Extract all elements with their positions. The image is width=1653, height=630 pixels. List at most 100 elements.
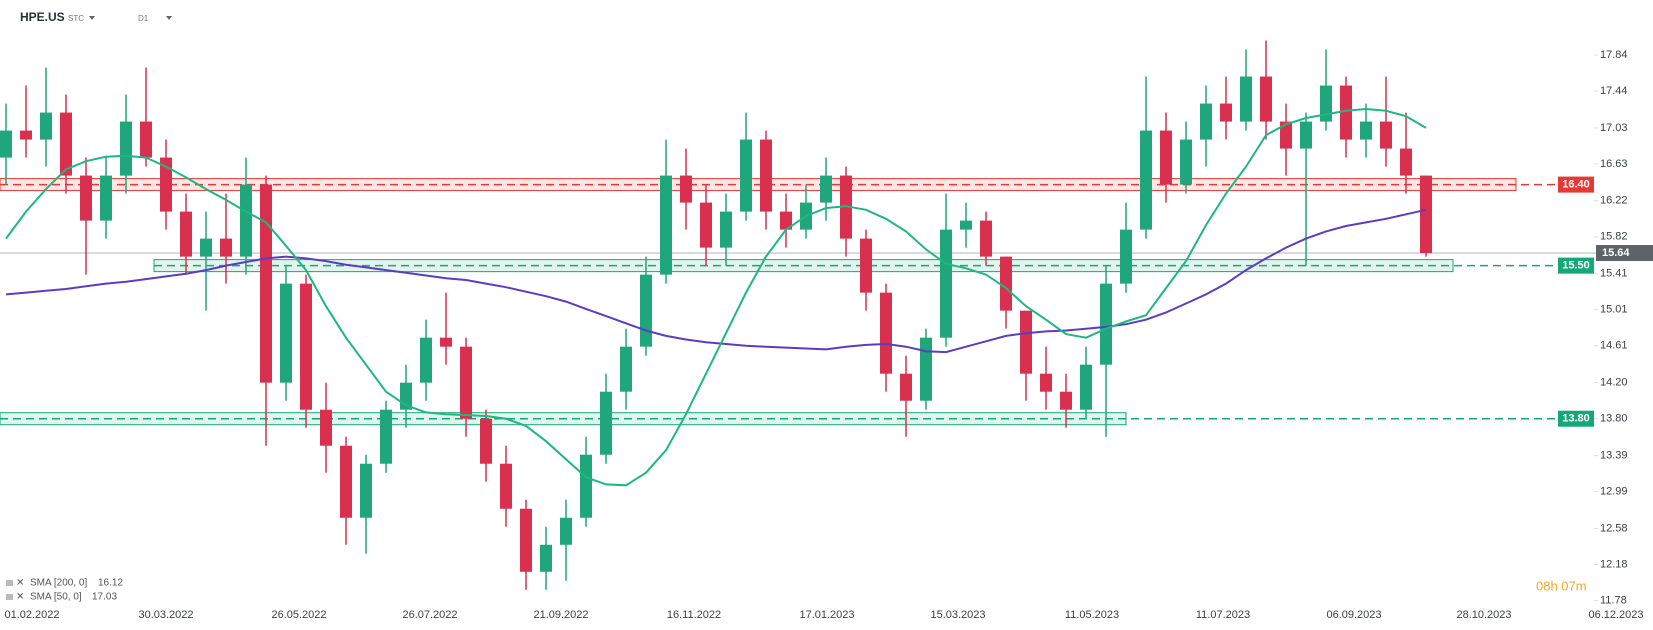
legend-close[interactable]: ✕ bbox=[16, 592, 24, 603]
interval[interactable]: D1 bbox=[138, 14, 149, 23]
candle-body bbox=[1360, 121, 1372, 140]
level-label: 16.40 bbox=[1562, 178, 1590, 190]
y-tick-label: 13.80 bbox=[1600, 413, 1628, 425]
candle-body bbox=[1020, 310, 1032, 374]
y-tick-label: 15.41 bbox=[1600, 268, 1628, 280]
candle-body bbox=[1040, 373, 1052, 392]
candle-body bbox=[0, 130, 12, 158]
y-tick-label: 17.84 bbox=[1600, 49, 1628, 61]
x-tick-label: 26.07.2022 bbox=[402, 609, 457, 621]
x-tick-label: 15.03.2023 bbox=[930, 609, 985, 621]
sma-line bbox=[5, 208, 1427, 354]
x-tick-label: 06.09.2023 bbox=[1326, 609, 1381, 621]
candle-body bbox=[780, 211, 792, 230]
y-tick-label: 14.61 bbox=[1600, 340, 1628, 352]
x-tick-label: 26.05.2022 bbox=[271, 609, 326, 621]
candle-body bbox=[220, 238, 232, 257]
candle-body bbox=[180, 211, 192, 257]
candle-body bbox=[1000, 256, 1012, 311]
legend-value: 17.03 bbox=[92, 592, 117, 603]
candle-body bbox=[680, 175, 692, 203]
candle-body bbox=[1420, 175, 1432, 254]
legend-name: SMA [50, 0] bbox=[30, 592, 82, 603]
candle-body bbox=[420, 337, 432, 383]
interval-caret[interactable] bbox=[166, 16, 172, 20]
candle-body bbox=[140, 121, 152, 158]
candle-body bbox=[260, 184, 272, 383]
candle-body bbox=[1400, 148, 1412, 176]
y-tick-label: 15.82 bbox=[1600, 231, 1628, 243]
legend-close[interactable]: ✕ bbox=[16, 578, 24, 589]
candle-body bbox=[340, 445, 352, 518]
candle-body bbox=[40, 112, 52, 140]
candle-body bbox=[1140, 130, 1152, 230]
candle-body bbox=[440, 337, 452, 347]
y-tick-label: 17.03 bbox=[1600, 122, 1628, 134]
candle-body bbox=[1260, 76, 1272, 122]
x-tick-label: 30.03.2022 bbox=[138, 609, 193, 621]
candle-body bbox=[1380, 121, 1392, 149]
candle-body bbox=[520, 508, 532, 572]
level-label-box bbox=[1558, 257, 1594, 274]
x-tick-label: 21.09.2022 bbox=[533, 609, 588, 621]
candle-body bbox=[200, 238, 212, 257]
candle-body bbox=[1060, 391, 1072, 410]
plot-layers: 17.84 17.44 17.03 16.63 16.22 15.82 15.41 15.01… bbox=[0, 40, 1653, 621]
candle-body bbox=[640, 274, 652, 347]
candle-body bbox=[280, 283, 292, 383]
candle-body bbox=[1200, 103, 1212, 140]
candle-body bbox=[660, 175, 672, 275]
legend-icons: ✕ ✕ bbox=[6, 578, 24, 603]
candle-body bbox=[480, 418, 492, 464]
candle-body bbox=[1100, 283, 1112, 365]
candle-body bbox=[1240, 76, 1252, 122]
candle-body bbox=[980, 220, 992, 257]
candle-body bbox=[1220, 103, 1232, 122]
level-label-box bbox=[1558, 176, 1594, 193]
candle-body bbox=[380, 409, 392, 464]
symbol[interactable]: HPE.US bbox=[20, 10, 65, 24]
candle-body bbox=[120, 121, 132, 176]
candle-body bbox=[360, 463, 372, 518]
candle-body bbox=[1340, 85, 1352, 140]
candle-body bbox=[1320, 85, 1332, 122]
candle-body bbox=[880, 292, 892, 374]
candle-body bbox=[700, 202, 712, 248]
legend-icon[interactable] bbox=[6, 594, 13, 600]
candle-body bbox=[240, 184, 252, 257]
y-tick-label: 15.01 bbox=[1600, 304, 1628, 316]
candle-body bbox=[740, 139, 752, 212]
candle-body bbox=[80, 175, 92, 221]
candle-body bbox=[860, 238, 872, 293]
candle-body bbox=[820, 175, 832, 203]
candle-body bbox=[20, 130, 32, 140]
candle-body bbox=[300, 283, 312, 410]
candle-body bbox=[920, 337, 932, 401]
candle-body bbox=[540, 544, 552, 572]
x-tick-label: 17.01.2023 bbox=[799, 609, 854, 621]
candle-body bbox=[580, 454, 592, 518]
y-tick-label: 12.99 bbox=[1600, 486, 1628, 498]
symbol-caret[interactable] bbox=[89, 16, 95, 20]
level-label-box bbox=[1558, 410, 1594, 427]
legend-icon[interactable] bbox=[6, 580, 13, 586]
y-tick-label: 16.63 bbox=[1600, 158, 1628, 170]
candle-body bbox=[320, 409, 332, 446]
x-tick-label: 11.07.2023 bbox=[1196, 609, 1250, 621]
candle-body bbox=[1180, 139, 1192, 185]
x-tick-label: 28.10.2023 bbox=[1456, 609, 1511, 621]
y-tick-label: 14.20 bbox=[1600, 377, 1628, 389]
candle-body bbox=[620, 346, 632, 392]
candle-body bbox=[500, 463, 512, 509]
candle-body bbox=[1160, 130, 1172, 185]
legend-value: 16.12 bbox=[98, 578, 123, 589]
candle-body bbox=[940, 229, 952, 338]
candle-body bbox=[1080, 364, 1092, 410]
candle-body bbox=[460, 346, 472, 419]
y-tick-label: 11.78 bbox=[1600, 595, 1627, 607]
candle-body bbox=[100, 175, 112, 221]
legend-name: SMA [200, 0] bbox=[30, 578, 87, 589]
y-tick-label: 12.58 bbox=[1600, 522, 1628, 534]
level-label: 13.80 bbox=[1562, 413, 1590, 425]
y-tick-label: 17.44 bbox=[1600, 85, 1628, 97]
